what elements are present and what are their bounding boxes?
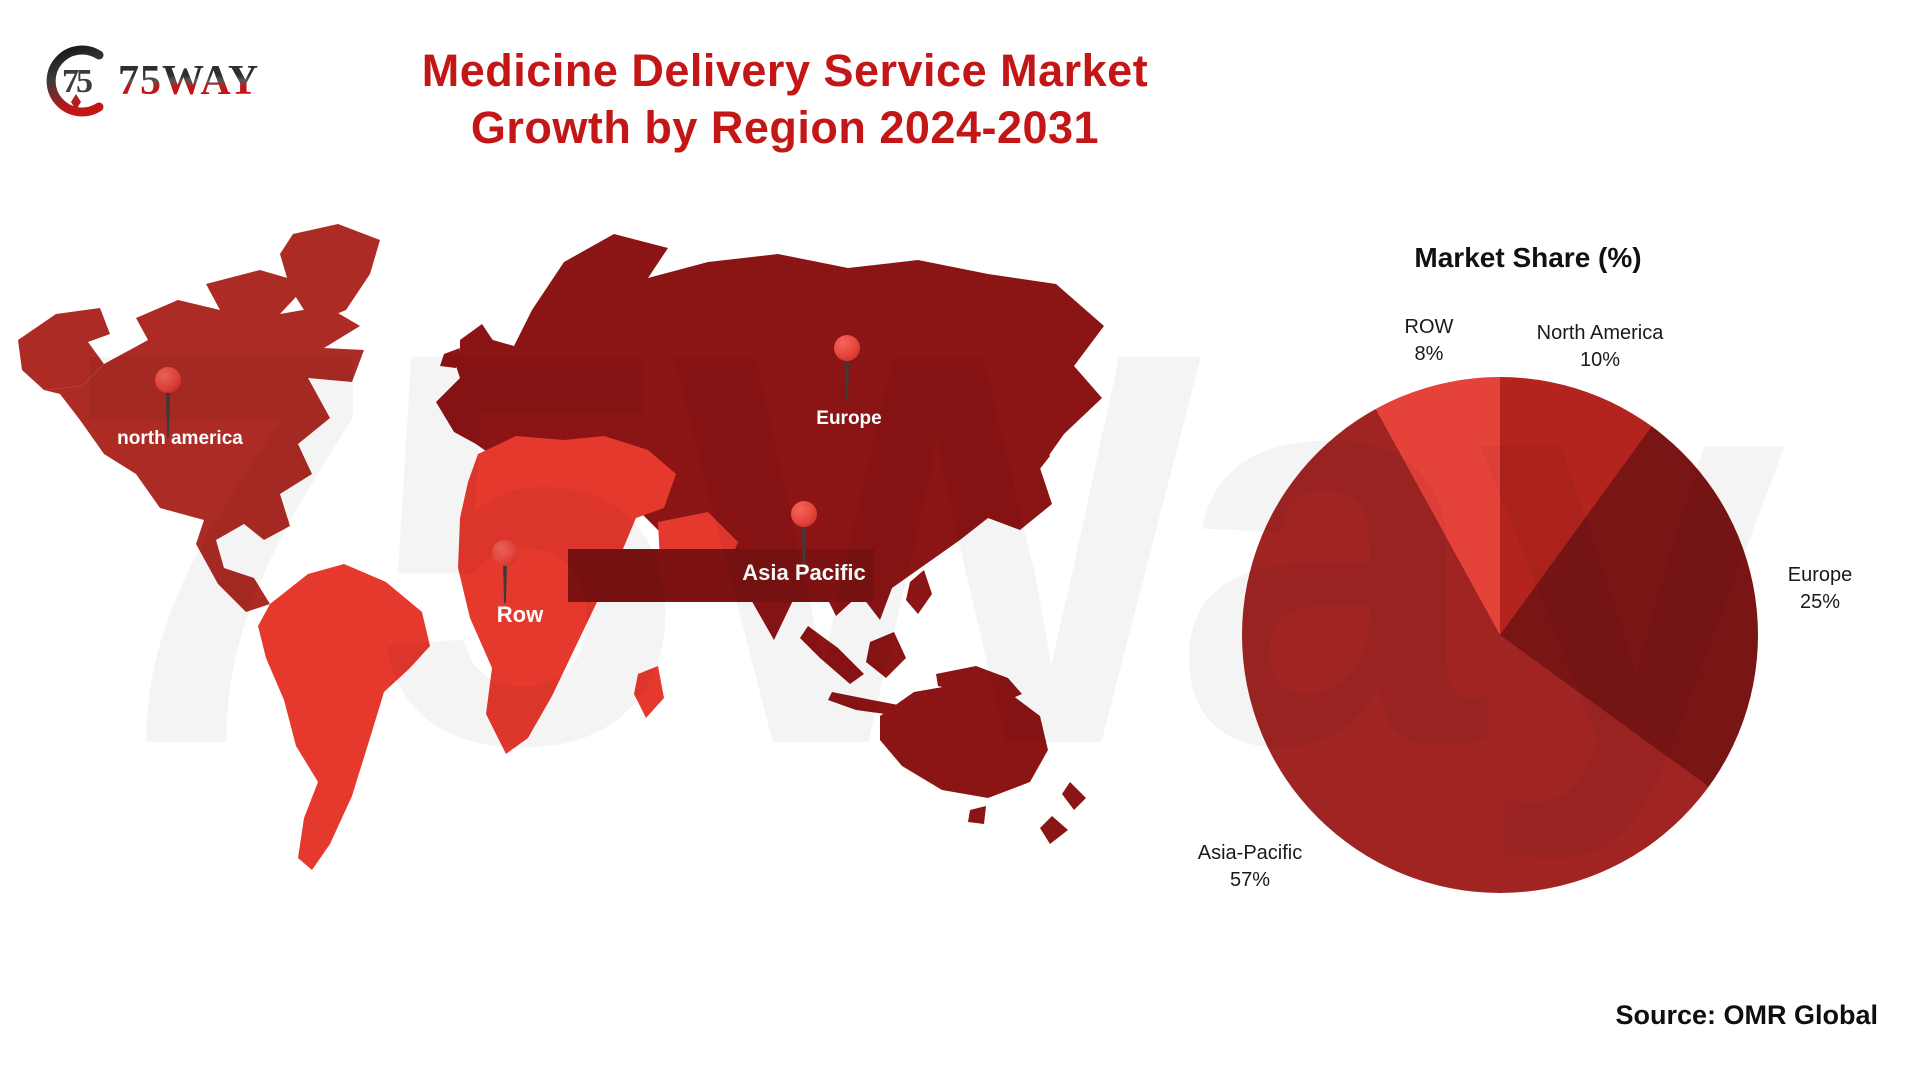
pie-callout-north-america: North America 10% xyxy=(1500,320,1700,374)
world-map-svg: north america Europe Asia Pacific Row xyxy=(18,224,1104,870)
map-region-alaska xyxy=(18,308,110,390)
map-region-australia xyxy=(880,684,1048,798)
asia-pacific-highlight-band xyxy=(568,549,874,602)
map-label-row: Row xyxy=(497,602,544,627)
map-region-tasmania xyxy=(968,806,986,824)
map-region-south-america xyxy=(258,564,430,870)
pie-chart-title: Market Share (%) xyxy=(1414,242,1642,273)
map-region-java xyxy=(828,692,904,716)
pie-callout-asia-pacific: Asia-Pacific 57% xyxy=(1150,840,1350,894)
map-region-madagascar xyxy=(634,666,664,718)
map-region-borneo xyxy=(866,632,906,678)
map-region-africa xyxy=(458,436,676,754)
map-region-greenland xyxy=(280,224,380,324)
map-region-new-zealand xyxy=(1040,782,1086,844)
pie-callout-north-america-value: 10% xyxy=(1579,349,1621,371)
logo-crescent-icon: 75 xyxy=(46,45,104,117)
pie-chart xyxy=(1242,377,1758,893)
map-region-philippines xyxy=(906,570,932,614)
pie-callout-row-value: 8% xyxy=(1414,343,1444,365)
pie-callout-row: ROW 8% xyxy=(1349,314,1509,368)
brand-wordmark: 75WAY xyxy=(118,58,260,104)
map-region-north-america xyxy=(44,270,364,612)
page-title-line1: Medicine Delivery Service Market xyxy=(421,45,1149,96)
map-region-sumatra xyxy=(800,626,864,684)
map-label-north-america: north america xyxy=(117,428,243,449)
page-title: Medicine Delivery Service Market Growth … xyxy=(240,42,1330,156)
svg-text:75: 75 xyxy=(62,63,92,100)
pie-callout-asia-pacific-value: 57% xyxy=(1229,869,1271,891)
pie-callout-europe: Europe 25% xyxy=(1740,562,1900,616)
pie-callout-north-america-name: North America xyxy=(1536,322,1664,344)
pie-callout-asia-pacific-name: Asia-Pacific xyxy=(1197,842,1303,864)
pin-row xyxy=(492,540,518,603)
map-label-asia-pacific: Asia Pacific xyxy=(742,560,866,585)
logo: 75 75WAY xyxy=(38,36,259,126)
pin-europe xyxy=(834,335,860,400)
world-map: north america Europe Asia Pacific Row xyxy=(8,222,1138,912)
map-region-uk xyxy=(460,324,494,364)
map-region-eurasia xyxy=(436,234,1104,640)
pie-callout-row-name: ROW xyxy=(1404,316,1454,338)
map-label-europe: Europe xyxy=(816,408,881,429)
pie-callout-europe-name: Europe xyxy=(1787,564,1853,586)
pin-asia-pacific xyxy=(791,501,817,570)
map-region-ireland xyxy=(440,348,460,368)
page-title-line2: Growth by Region 2024-2031 xyxy=(470,102,1100,153)
pie-callout-europe-value: 25% xyxy=(1799,591,1841,613)
pin-north-america xyxy=(155,367,181,438)
source-credit: Source: OMR Global xyxy=(1615,1000,1878,1030)
map-region-japan xyxy=(1004,436,1050,514)
